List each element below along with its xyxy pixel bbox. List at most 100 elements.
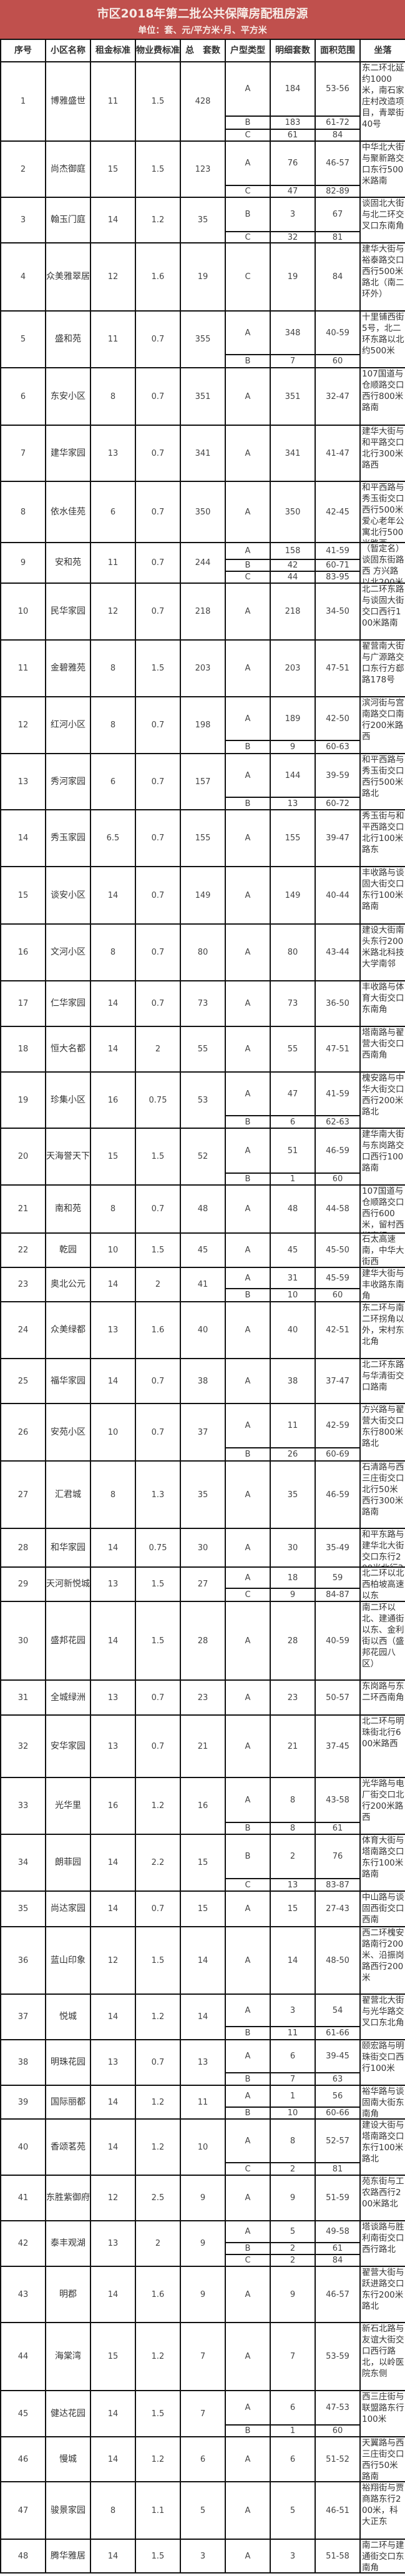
area-range: 27-43 (315, 1890, 361, 1927)
unit-count: 1 (270, 1172, 316, 1186)
unit-count: 9 (270, 740, 316, 754)
unit-count: 15 (270, 1890, 316, 1927)
unit-count: 38 (270, 1358, 316, 1404)
community-name: 全城绿洲 (45, 1679, 91, 1716)
property-fee: 0.7 (135, 542, 181, 584)
row-number: 36 (0, 1926, 46, 1995)
table-row: 33 光华里 16 1.2 16 A 8 43-58 光华路与电厂街交口北行200米路西 (0, 1777, 405, 1835)
rent-standard: 12 (90, 583, 136, 641)
unit-type: A (225, 1714, 271, 1778)
property-fee: 0.7 (135, 481, 181, 543)
total-units: 9 (180, 2266, 226, 2323)
unit-type: A (225, 1301, 271, 1359)
rent-standard: 14 (90, 1267, 136, 1302)
unit-count: 6 (270, 2039, 316, 2073)
location-cell: 东岗路与东二环西南角 (359, 1679, 405, 1716)
table-subrow: B 1 60 (1, 2424, 405, 2437)
row-number: 10 (0, 583, 46, 641)
location-text: 东二环与南二环拐角以外，宋村东北角 (362, 1303, 404, 1347)
row-number: 31 (0, 1679, 46, 1716)
location-text: 南二环与建通街交口东南角 (362, 2540, 404, 2572)
unit-count: 11 (270, 2026, 316, 2040)
total-units: 35 (180, 1460, 226, 1529)
row-number: 48 (0, 2539, 46, 2574)
total-units: 3 (180, 2539, 226, 2574)
unit-count: 351 (270, 367, 316, 426)
row-number: 44 (0, 2322, 46, 2391)
total-units: 53 (180, 1071, 226, 1129)
unit-type: A (225, 2266, 271, 2323)
unit-type: A (225, 2390, 271, 2426)
row-number: 2 (0, 140, 46, 198)
unit-type: B (225, 2424, 271, 2437)
row-number: 24 (0, 1301, 46, 1359)
unit-type: A (225, 2118, 271, 2163)
location-cell: 滨河街与宫南路交口南行200米路西 (359, 696, 405, 754)
table-subrow: B 6 62-63 (1, 1115, 405, 1129)
location-cell: 谈固北大街与北二环交叉口东南角 (359, 197, 405, 243)
row-number: 35 (0, 1890, 46, 1927)
table-row: 46 慢城 14 1.2 6 A 6 51-52 天翼路与西三庄街交口西行50米路南 (0, 2436, 405, 2482)
total-units: 15 (180, 1890, 226, 1927)
total-units: 37 (180, 1403, 226, 1462)
location-cell: 和平西路与秀玉街交口西行500米路北 (359, 753, 405, 810)
table-row: 23 奥北公元 14 2 41 A 31 45-59 建华大街与丰收路东南角 (0, 1267, 405, 1302)
location-text: 建设大街南头东行200米路北科技大学南邻 (362, 925, 404, 969)
table-subrow: B 11 61-66 (1, 2026, 405, 2040)
area-range: 62-63 (315, 1115, 361, 1129)
property-fee: 1.6 (135, 2266, 181, 2323)
table-subrow: B 26 60-69 (1, 1447, 405, 1462)
area-range: 52-57 (315, 2118, 361, 2163)
location-cell: 槐安路与中华大街交口西行200米路北 (359, 1071, 405, 1129)
community-name: 尚达家园 (45, 1890, 91, 1927)
unit-type: A (225, 1460, 271, 1529)
community-name: 福华家园 (45, 1358, 91, 1404)
area-range: 67 (315, 197, 361, 232)
community-name: 建华家园 (45, 425, 91, 482)
property-fee: 1.3 (135, 1460, 181, 1529)
location-cell: 塔谈路与胜利南街交口西行路北 (359, 2220, 405, 2267)
rent-standard: 8 (90, 923, 136, 981)
unit-type: A (225, 2220, 271, 2243)
location-text: 裕翔街与贾商路东行200米，科大正东 (362, 2483, 404, 2527)
location-text: 丰收路与谈固大街交口东行100米路南 (362, 868, 404, 912)
unit-type: C (225, 185, 271, 198)
community-name: 光华里 (45, 1777, 91, 1835)
area-range: 47-51 (315, 639, 361, 697)
table-row: 48 腾华雅居 14 1.5 3 A 3 51-58 南二环与建通街交口东南角 (0, 2539, 405, 2574)
area-range: 60 (315, 1172, 361, 1186)
rent-standard: 14 (90, 2266, 136, 2323)
unit-type: A (225, 1071, 271, 1116)
location-text: 光华路与电厂街交口北行200米路西 (362, 1779, 404, 1822)
community-name: 慢城 (45, 2436, 91, 2482)
community-name: 香颂茗苑 (45, 2118, 91, 2176)
location-cell: 建华大街与裕泰路交口西行500米路北（南二环外） (359, 242, 405, 312)
unit-count: 7 (270, 2072, 316, 2086)
unit-count: 35 (270, 1460, 316, 1529)
location-cell: 中山路与谈固西街交口西南 (359, 1890, 405, 1927)
area-range: 45-59 (315, 1267, 361, 1289)
total-units: 149 (180, 866, 226, 925)
location-cell: 丰收路与体育大街交口东南角 (359, 980, 405, 1027)
header-row: 序号 小区名称 租金标准 物业费标准 总 套数 户型类型 明细套数 面积范围 坐… (0, 39, 405, 62)
area-range: 60 (315, 2424, 361, 2437)
area-range: 36-50 (315, 980, 361, 1027)
community-name: 众美雅翠居 (45, 242, 91, 312)
title-band: 市区2018年第二批公共保障房配租房源 单位：套、元/平方米·月、平方米 (0, 0, 405, 39)
row-number: 8 (0, 481, 46, 543)
rent-standard: 14 (90, 866, 136, 925)
property-fee: 1.5 (135, 1601, 181, 1681)
row-number: 6 (0, 367, 46, 426)
rent-standard: 14 (90, 2390, 136, 2437)
rent-standard: 12 (90, 1926, 136, 1995)
property-fee: 0.7 (135, 1184, 181, 1234)
location-text: 石太高速南，中华大街西 (362, 1234, 404, 1267)
table-subrow: C 9 84-87 (1, 1588, 405, 1602)
unit-count: 1 (270, 2085, 316, 2108)
table-row: 35 尚达家园 14 0.7 15 A 15 27-43 中山路与谈固西街交口西南 (0, 1890, 405, 1927)
area-range: 60-63 (315, 740, 361, 754)
community-name: 乾园 (45, 1232, 91, 1268)
table-row: 13 秀河家园 6 0.7 157 A 144 39-59 和平西路与秀玉街交口西行500米路北 (0, 753, 405, 810)
unit-type: C (225, 2162, 271, 2176)
area-range: 53-56 (315, 61, 361, 117)
